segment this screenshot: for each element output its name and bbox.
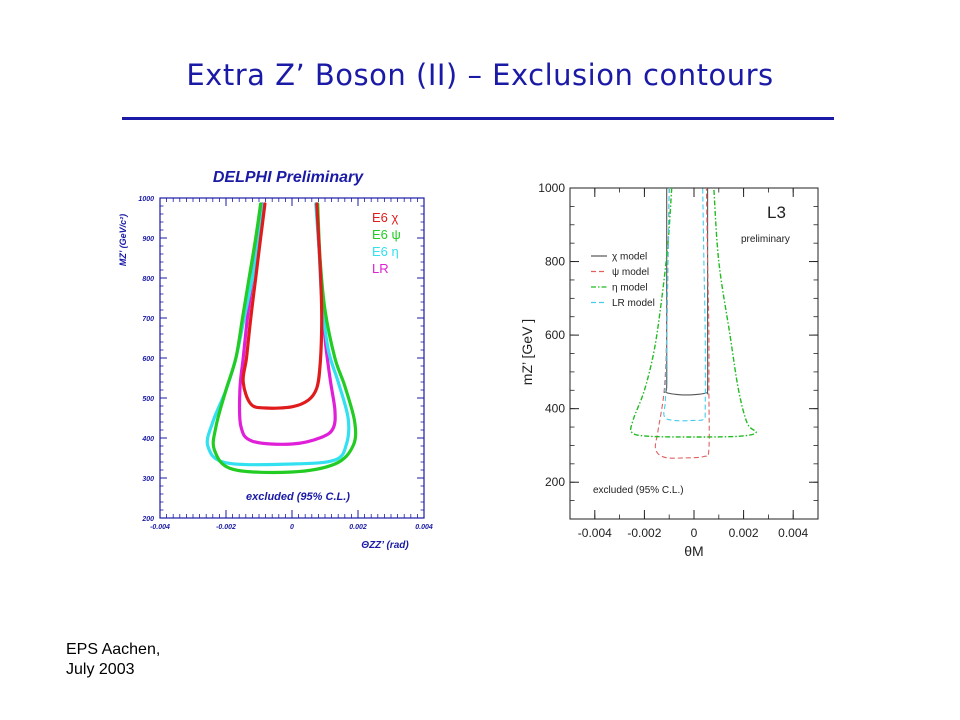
l3-legend-entry: ψ model <box>612 267 649 278</box>
delphi-x-tick-label: -0.004 <box>150 524 170 531</box>
l3-y-axis-label: mZ’ [GeV ] <box>519 319 535 385</box>
l3-x-tick-label: -0.002 <box>627 526 661 540</box>
slide-title: Extra Z’ Boson (II) – Exclusion contours <box>186 58 774 92</box>
l3-annotation: excluded (95% C.L.) <box>593 485 684 496</box>
l3-y-tick-label: 1000 <box>538 181 565 195</box>
delphi-y-tick-label: 300 <box>142 476 154 483</box>
delphi-title: DELPHI Preliminary <box>213 169 364 186</box>
delphi-legend-entry: E6 η <box>372 244 399 259</box>
delphi-curve <box>205 202 351 467</box>
l3-title: L3 <box>767 203 786 222</box>
l3-y-tick-label: 400 <box>545 402 565 416</box>
delphi-legend-entry: E6 χ <box>372 210 399 225</box>
l3-x-axis-label: θM <box>684 543 703 559</box>
l3-chart: 200 400 600 800 1000 -0.004 -0.002 0 0.002 0.004 L… <box>519 181 819 559</box>
delphi-x-tick-label: 0.002 <box>349 524 367 531</box>
l3-legend-entry: χ model <box>612 252 647 263</box>
delphi-x-axis-label: ΘZZ’ (rad) <box>361 540 409 551</box>
delphi-curve <box>241 202 324 410</box>
l3-curve <box>664 187 709 396</box>
delphi-y-tick-label: 900 <box>142 236 154 243</box>
delphi-legend-entry: LR <box>372 261 389 276</box>
delphi-y-tick-label: 700 <box>142 316 154 323</box>
footer: EPS Aachen, July 2003 <box>66 640 160 680</box>
delphi-legend-entry: E6 ψ <box>372 227 401 242</box>
delphi-y-tick-label: 200 <box>141 516 154 523</box>
l3-x-tick-label: 0.004 <box>778 526 808 540</box>
l3-legend-entry: LR model <box>612 298 655 309</box>
delphi-y-tick-label: 600 <box>142 356 154 363</box>
l3-subtitle: preliminary <box>741 234 790 245</box>
delphi-y-axis-label: MZ’ (GeV/c²) <box>118 214 128 266</box>
delphi-x-tick-label: 0.004 <box>415 524 433 531</box>
l3-y-tick-label: 600 <box>545 328 565 342</box>
delphi-annotation: excluded (95% C.L.) <box>246 491 350 503</box>
l3-x-tick-label: 0.002 <box>729 526 759 540</box>
delphi-x-tick-label: 0 <box>290 524 294 531</box>
l3-curve <box>629 187 757 438</box>
l3-legend-entry: η model <box>612 283 648 294</box>
delphi-y-tick-label: 500 <box>142 396 154 403</box>
l3-curve <box>663 187 706 422</box>
footer-line-2: July 2003 <box>66 661 135 678</box>
delphi-y-tick-label: 400 <box>141 436 154 443</box>
l3-curve <box>654 187 710 459</box>
l3-x-tick-label: -0.004 <box>578 526 612 540</box>
l3-x-tick-label: 0 <box>691 526 698 540</box>
footer-line-1: EPS Aachen, <box>66 641 161 658</box>
l3-y-tick-label: 200 <box>545 475 565 489</box>
l3-y-tick-label: 800 <box>545 255 565 269</box>
delphi-y-tick-label: 1000 <box>138 196 154 203</box>
title-divider <box>122 117 834 120</box>
delphi-chart: DELPHI Preliminary 200 300 400 500 600 700 800 9… <box>118 169 433 551</box>
delphi-curve <box>211 202 358 475</box>
delphi-y-tick-label: 800 <box>142 276 154 283</box>
delphi-x-tick-label: -0.002 <box>216 524 236 531</box>
